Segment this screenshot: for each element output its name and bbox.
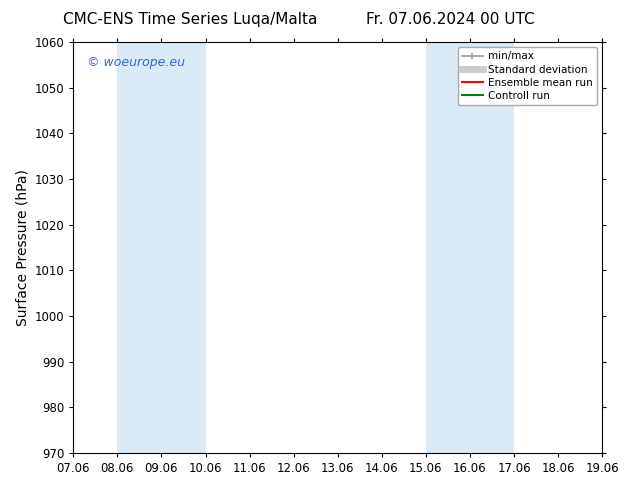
Legend: min/max, Standard deviation, Ensemble mean run, Controll run: min/max, Standard deviation, Ensemble me… bbox=[458, 47, 597, 105]
Text: © woeurope.eu: © woeurope.eu bbox=[87, 56, 184, 70]
Text: CMC-ENS Time Series Luqa/Malta: CMC-ENS Time Series Luqa/Malta bbox=[63, 12, 318, 27]
Text: Fr. 07.06.2024 00 UTC: Fr. 07.06.2024 00 UTC bbox=[366, 12, 534, 27]
Bar bbox=[426, 42, 514, 453]
Y-axis label: Surface Pressure (hPa): Surface Pressure (hPa) bbox=[15, 169, 29, 326]
Bar bbox=[117, 42, 205, 453]
